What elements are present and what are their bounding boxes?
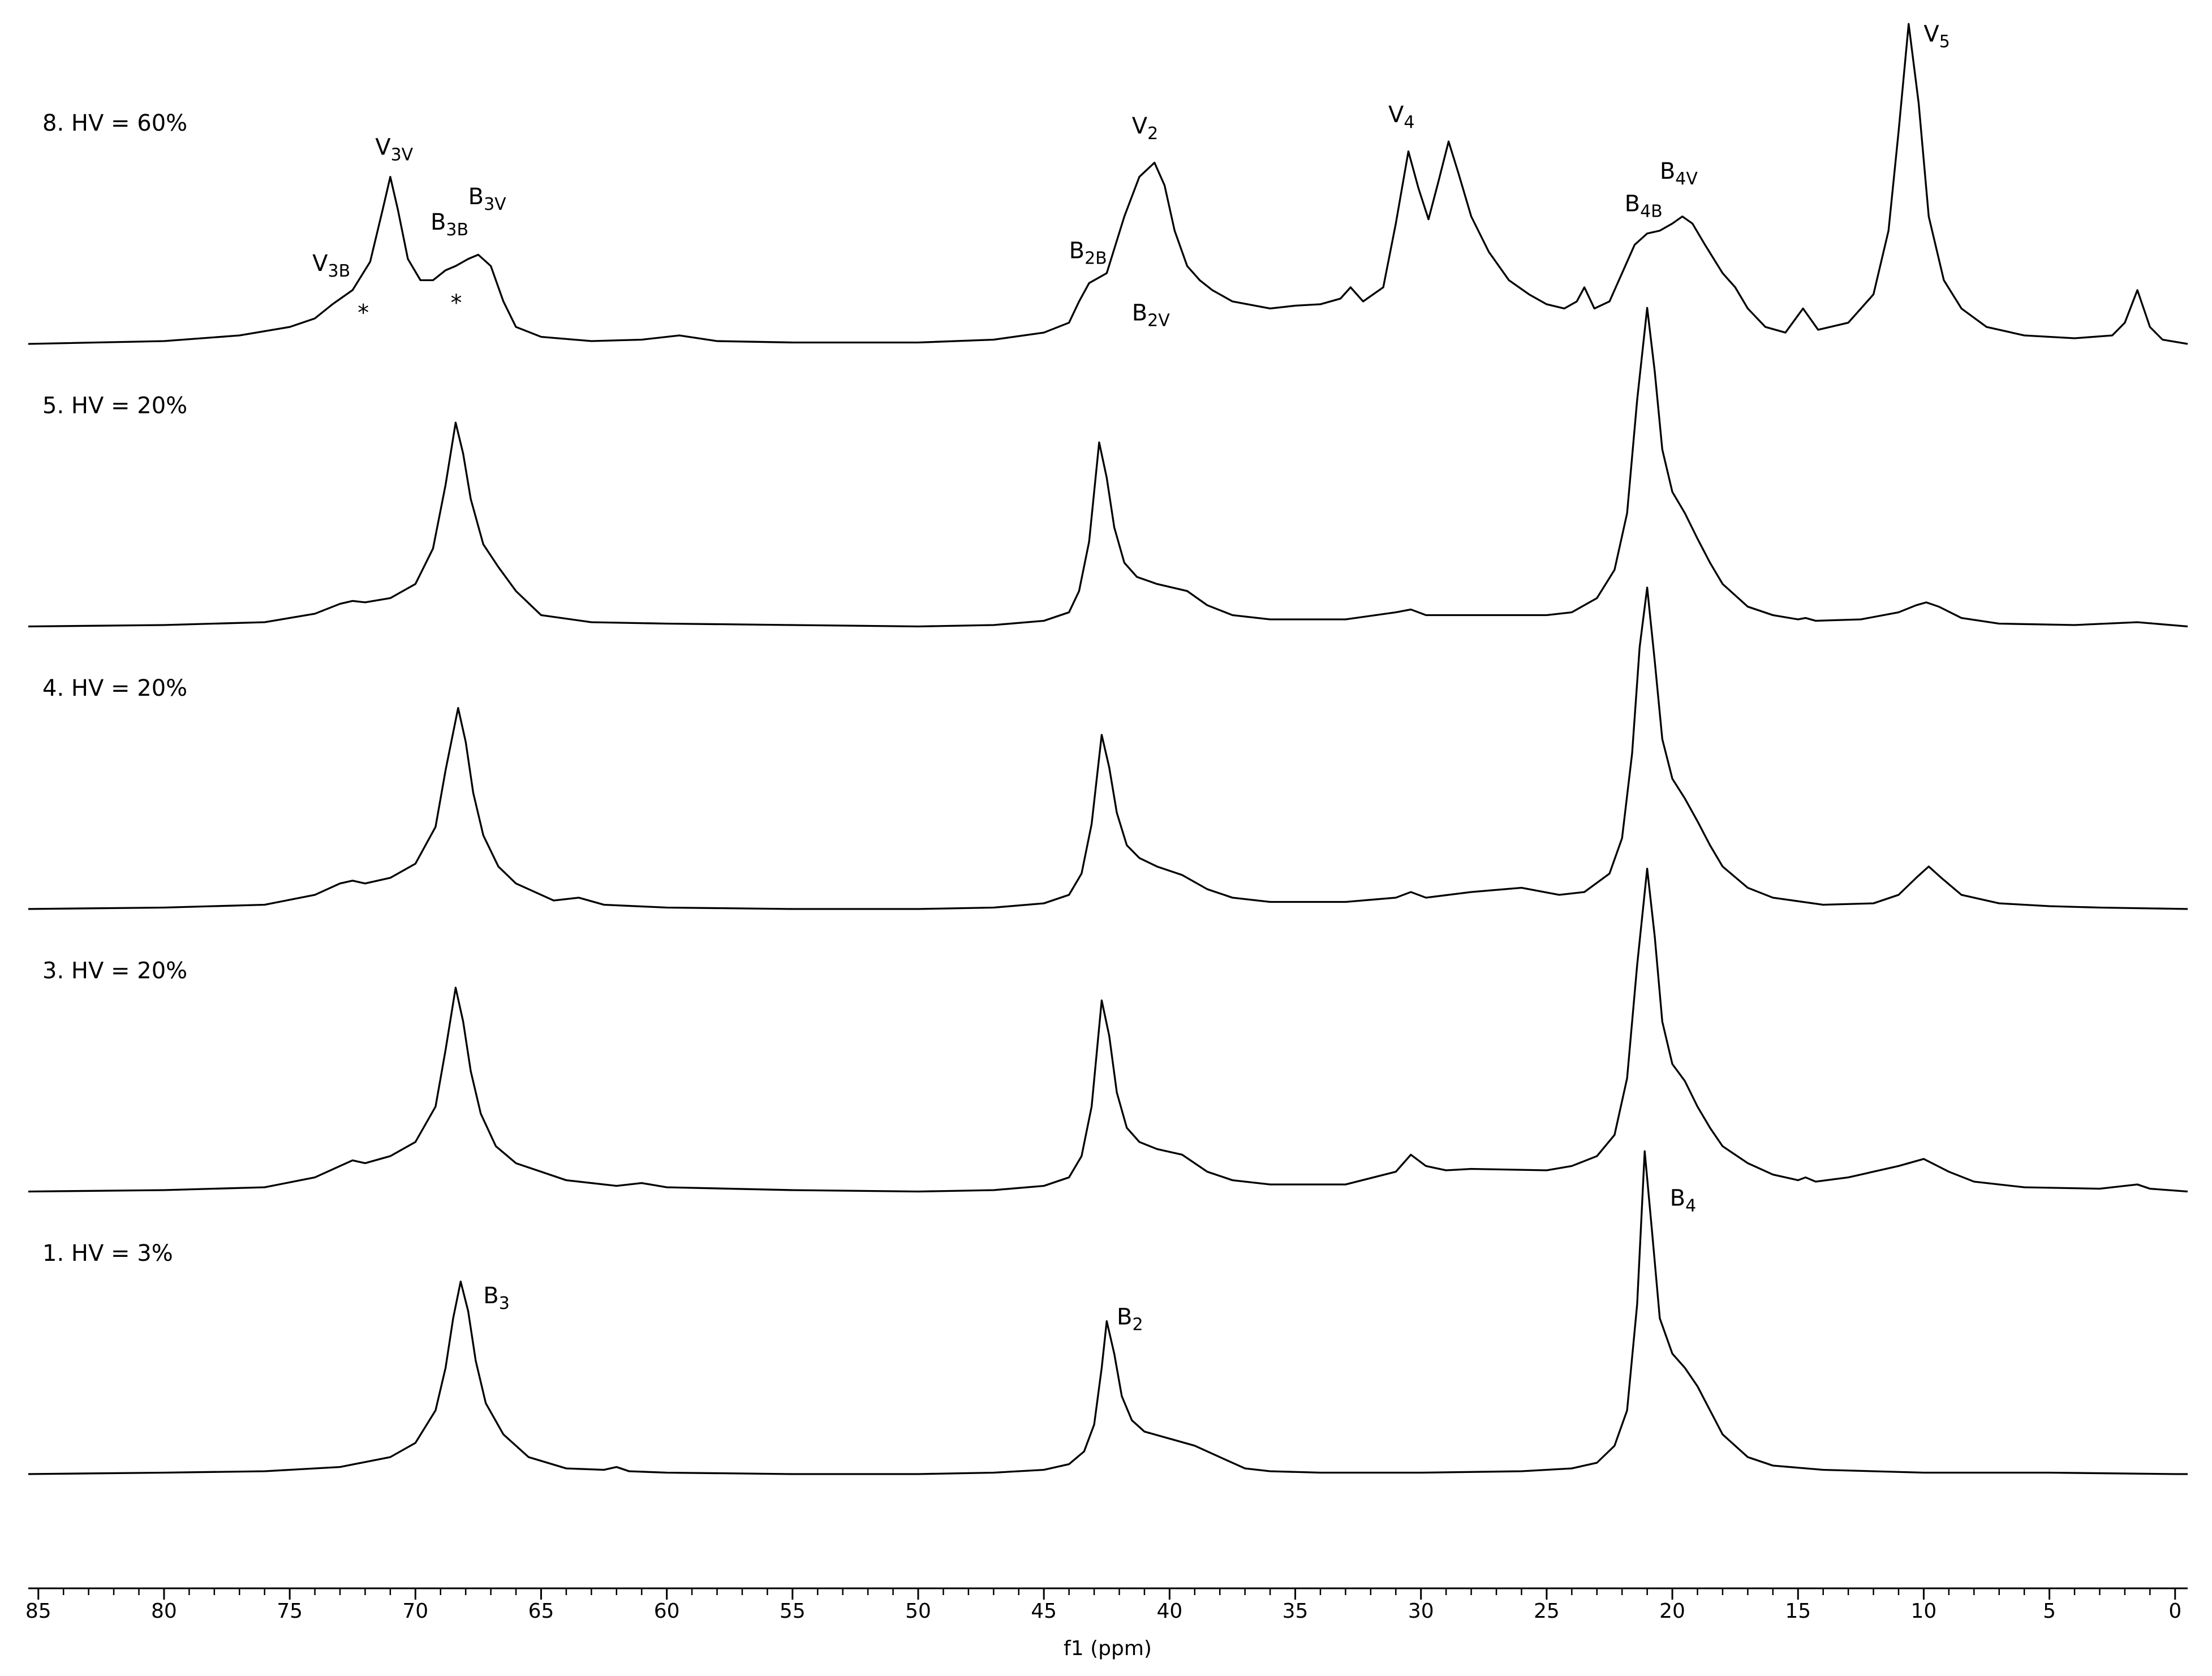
x-tick-label: 85 bbox=[25, 1600, 51, 1623]
peak-label: * bbox=[451, 290, 462, 316]
peak-label: V4 bbox=[1388, 102, 1414, 132]
x-tick-label: 50 bbox=[905, 1600, 931, 1623]
peak-label: * bbox=[358, 300, 369, 326]
spectrum-line bbox=[28, 587, 2188, 910]
peak-label-main: V bbox=[375, 135, 391, 161]
peak-label: B3V bbox=[468, 184, 507, 214]
peak-label-main: B bbox=[1625, 191, 1640, 217]
spectrum-label: 3. HV = 20% bbox=[42, 958, 187, 984]
x-tick-label: 55 bbox=[780, 1600, 806, 1623]
peak-label-main: V bbox=[1132, 113, 1148, 139]
spectrum-label: 1. HV = 3% bbox=[42, 1240, 173, 1266]
peak-label-sub: 2B bbox=[1085, 248, 1107, 268]
spectrum-label: 5. HV = 20% bbox=[42, 393, 187, 419]
peak-label: B2V bbox=[1132, 300, 1170, 330]
x-tick-label: 10 bbox=[1911, 1600, 1937, 1623]
peak-label: V3V bbox=[375, 135, 413, 165]
x-tick-label: 25 bbox=[1534, 1600, 1560, 1623]
peak-label: V5 bbox=[1923, 21, 1950, 51]
spectrum-line bbox=[28, 868, 2188, 1193]
x-tick-label: 70 bbox=[402, 1600, 428, 1623]
peak-label-sub: 2V bbox=[1147, 311, 1170, 330]
spectrum-line bbox=[28, 23, 2188, 345]
peak-label: B2B bbox=[1069, 238, 1107, 268]
peak-label: B4 bbox=[1670, 1185, 1697, 1216]
peak-label: V3B bbox=[312, 251, 350, 281]
peak-label-main: B bbox=[1670, 1185, 1685, 1211]
peak-label-main: B bbox=[1117, 1304, 1132, 1330]
x-tick-label: 60 bbox=[654, 1600, 680, 1623]
peak-label-main: V bbox=[312, 251, 328, 277]
x-tick-label: 45 bbox=[1031, 1600, 1057, 1623]
peak-label: B4B bbox=[1625, 191, 1663, 222]
peak-label-sub: 4 bbox=[1685, 1196, 1696, 1216]
peak-label-sub: 2 bbox=[1133, 1315, 1143, 1334]
peak-label-main: B bbox=[1132, 300, 1147, 326]
peak-label-sub: 2 bbox=[1147, 124, 1158, 144]
peak-label: B2 bbox=[1117, 1304, 1143, 1335]
x-tick-label: 80 bbox=[151, 1600, 177, 1623]
peak-label: B3 bbox=[483, 1283, 510, 1313]
spectrum-label: 4. HV = 20% bbox=[42, 675, 187, 701]
x-tick-label: 35 bbox=[1283, 1600, 1309, 1623]
peak-label-main: B bbox=[1660, 158, 1675, 184]
x-tick-label: 75 bbox=[277, 1600, 303, 1623]
peak-label-main: * bbox=[451, 290, 462, 316]
x-axis-label: f1 (ppm) bbox=[1064, 1637, 1152, 1660]
peak-label-sub: 3 bbox=[499, 1294, 510, 1313]
peak-label: V2 bbox=[1132, 113, 1158, 144]
x-tick-label: 40 bbox=[1156, 1600, 1182, 1623]
peak-label-main: B bbox=[483, 1283, 498, 1309]
peak-label-sub: 4 bbox=[1404, 113, 1414, 132]
peak-label-main: * bbox=[358, 300, 369, 326]
peak-label-sub: 3B bbox=[446, 220, 468, 240]
peak-label: B4V bbox=[1660, 158, 1698, 189]
x-tick-label: 5 bbox=[2043, 1600, 2056, 1623]
spectrum-line bbox=[28, 307, 2188, 628]
peak-label-sub: 4V bbox=[1675, 169, 1698, 189]
spectrum-line bbox=[28, 1150, 2188, 1475]
peak-label-sub: 3V bbox=[484, 195, 506, 214]
x-tick-label: 20 bbox=[1659, 1600, 1685, 1623]
peak-label-main: B bbox=[431, 209, 446, 235]
peak-label-main: V bbox=[1388, 102, 1404, 128]
peak-label-sub: 4B bbox=[1640, 201, 1663, 221]
x-tick-label: 0 bbox=[2168, 1600, 2181, 1623]
peak-label: B3B bbox=[431, 209, 468, 240]
peak-label-sub: 3V bbox=[391, 145, 414, 165]
x-tick-label: 30 bbox=[1408, 1600, 1434, 1623]
spectrum-label: 8. HV = 60% bbox=[42, 110, 187, 136]
peak-label-main: B bbox=[468, 184, 484, 210]
x-tick-label: 65 bbox=[528, 1600, 554, 1623]
peak-label-main: B bbox=[1069, 238, 1085, 264]
x-tick-label: 15 bbox=[1785, 1600, 1811, 1623]
peak-label-sub: 3B bbox=[328, 261, 350, 281]
peak-label-main: V bbox=[1923, 21, 1939, 47]
peak-label-sub: 5 bbox=[1939, 32, 1950, 51]
